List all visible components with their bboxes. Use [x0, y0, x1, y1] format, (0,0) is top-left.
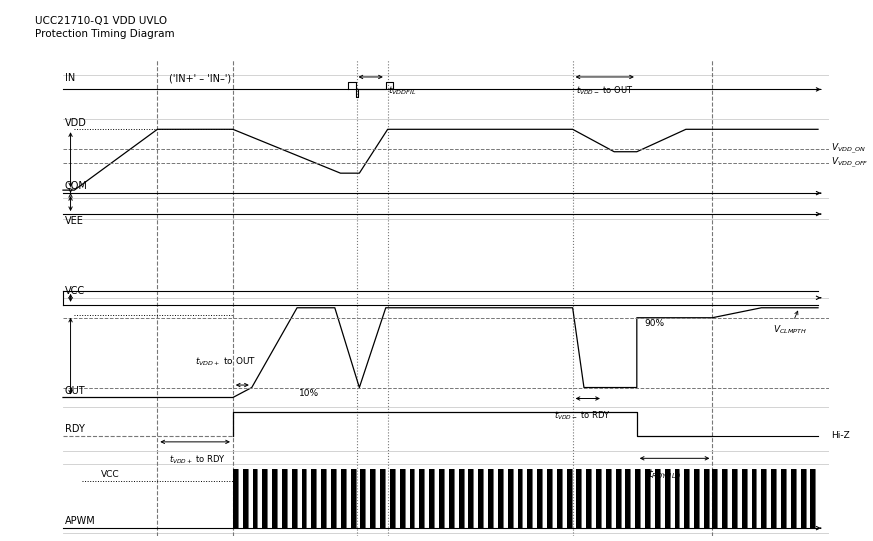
Text: IN: IN [65, 74, 75, 83]
Text: VDD: VDD [65, 118, 86, 128]
Text: Hi-Z: Hi-Z [831, 431, 850, 440]
Text: 90%: 90% [644, 319, 664, 328]
Text: ('IN+' – 'IN–'): ('IN+' – 'IN–') [168, 74, 230, 83]
Text: APWM: APWM [65, 516, 96, 526]
Text: $t_{VDD-}$ to RDY: $t_{VDD-}$ to RDY [553, 410, 610, 423]
Text: $t_{VDD+}$ to RDY: $t_{VDD+}$ to RDY [168, 453, 225, 466]
Text: 10%: 10% [299, 388, 319, 398]
Text: $V_{VDD\_OFF}$: $V_{VDD\_OFF}$ [831, 156, 869, 170]
Text: $t_{RDYHLD}$: $t_{RDYHLD}$ [648, 467, 682, 480]
Text: $t_{VDD-}$ to OUT: $t_{VDD-}$ to OUT [576, 84, 634, 97]
Text: VEE: VEE [65, 216, 84, 226]
Text: RDY: RDY [65, 424, 85, 434]
Text: $t_{VDDFIL}$: $t_{VDDFIL}$ [388, 84, 416, 97]
Text: VCC: VCC [65, 286, 85, 296]
Text: $t_{VDD+}$ to OUT: $t_{VDD+}$ to OUT [196, 355, 257, 367]
Text: UCC21710-Q1 VDD UVLO
Protection Timing Diagram: UCC21710-Q1 VDD UVLO Protection Timing D… [35, 16, 175, 39]
Text: VCC: VCC [100, 470, 120, 479]
Text: COM: COM [65, 181, 88, 191]
Text: $V_{VDD\_ON}$: $V_{VDD\_ON}$ [831, 142, 866, 156]
Text: OUT: OUT [65, 386, 86, 395]
Text: $V_{CLMPTH}$: $V_{CLMPTH}$ [773, 311, 807, 336]
